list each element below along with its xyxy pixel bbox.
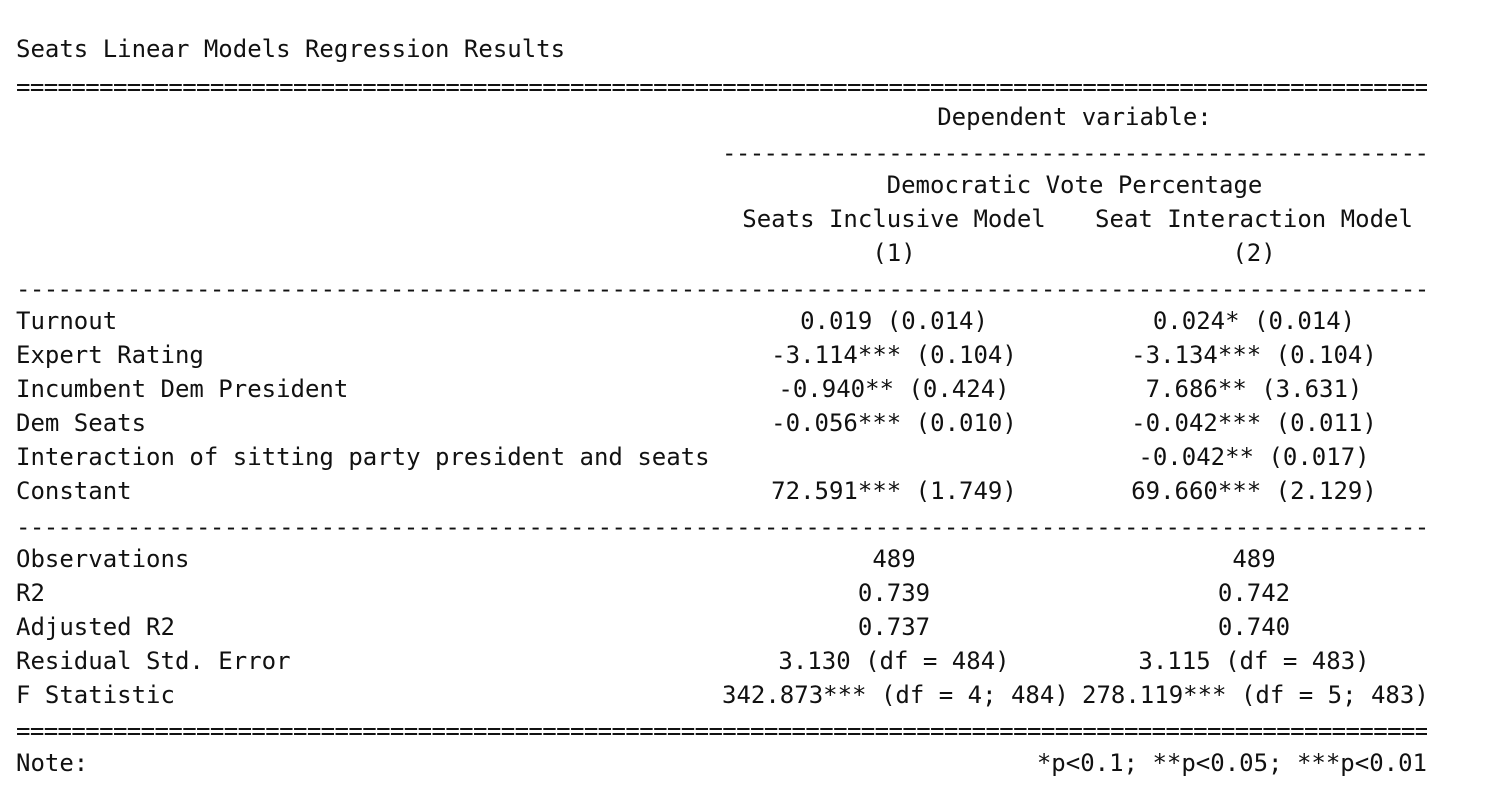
row-label: Incumbent Dem President <box>16 375 349 403</box>
row-label: Turnout <box>16 307 118 335</box>
cell-model-1: -0.940** (0.424) <box>778 375 1010 403</box>
table-title: Seats Linear Models Regression Results <box>16 35 566 63</box>
cell-model-2: 3.115 (df = 483) <box>1138 647 1370 675</box>
cell-model-2: 0.740 <box>1217 613 1291 641</box>
cell-model-2: 7.686** (3.631) <box>1145 375 1363 403</box>
cell-model-1: 72.591*** (1.749) <box>771 477 1017 505</box>
note-text: *p<0.1; **p<0.05; ***p<0.01 <box>1036 749 1427 777</box>
double-rule-bottom: ========================================… <box>16 717 1427 745</box>
cell-model-1: -3.114*** (0.104) <box>771 341 1017 369</box>
model-2-number: (2) <box>1232 239 1276 267</box>
row-label: F Statistic <box>16 681 175 709</box>
row-label: Expert Rating <box>16 341 204 369</box>
rule-coefficients-top: ----------------------------------------… <box>16 275 1427 303</box>
cell-model-1: 342.873*** (df = 4; 484) <box>722 681 1069 709</box>
note-label: Note: <box>16 749 89 777</box>
cell-model-2: 69.660*** (2.129) <box>1131 477 1377 505</box>
header-partial-rule: ----------------------------------------… <box>722 139 1427 167</box>
row-label: Constant <box>16 477 132 505</box>
cell-model-2: 0.742 <box>1217 579 1291 607</box>
row-label: Observations <box>16 545 190 573</box>
row-label: Adjusted R2 <box>16 613 175 641</box>
cell-model-2: -0.042** (0.017) <box>1138 443 1370 471</box>
cell-model-2: 278.119*** (df = 5; 483) <box>1082 681 1429 709</box>
cell-model-2: 0.024* (0.014) <box>1152 307 1356 335</box>
row-label: R2 <box>16 579 45 607</box>
cell-model-1: 0.739 <box>857 579 931 607</box>
model-1-number: (1) <box>872 239 916 267</box>
rule-statistics-top: ----------------------------------------… <box>16 513 1427 541</box>
cell-model-1: 489 <box>872 545 916 573</box>
double-rule-top: ========================================… <box>16 73 1427 101</box>
cell-model-2: 489 <box>1232 545 1276 573</box>
row-label: Residual Std. Error <box>16 647 291 675</box>
row-label: Interaction of sitting party president a… <box>16 443 710 471</box>
cell-model-1: 0.737 <box>857 613 931 641</box>
cell-model-2: -3.134*** (0.104) <box>1131 341 1377 369</box>
cell-model-1: -0.056*** (0.010) <box>771 409 1017 437</box>
row-label: Dem Seats <box>16 409 147 437</box>
dependent-variable-name: Democratic Vote Percentage <box>886 171 1263 199</box>
model-2-name: Seat Interaction Model <box>1095 205 1413 233</box>
dependent-variable-label: Dependent variable: <box>937 103 1212 131</box>
cell-model-2: -0.042*** (0.011) <box>1131 409 1377 437</box>
cell-model-1: 3.130 (df = 484) <box>778 647 1010 675</box>
model-1-name: Seats Inclusive Model <box>742 205 1046 233</box>
cell-model-1: 0.019 (0.014) <box>800 307 988 335</box>
cell-model-1 <box>722 440 1066 474</box>
